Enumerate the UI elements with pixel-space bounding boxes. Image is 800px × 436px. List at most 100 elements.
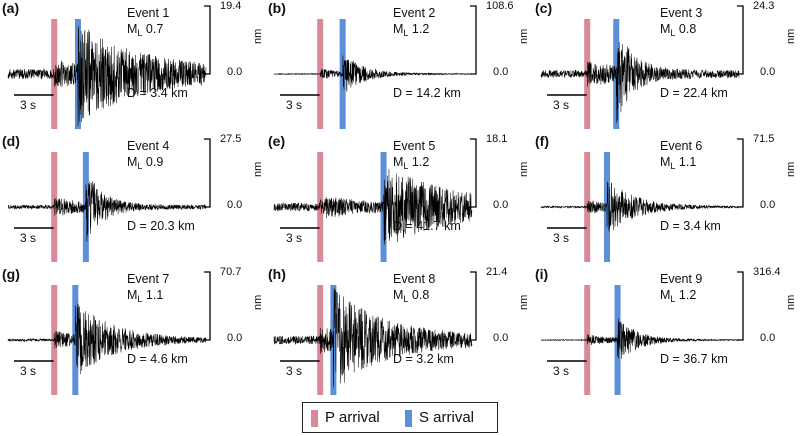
panel-label: (i) [535, 266, 549, 282]
y-zero-label: 0.0 [760, 66, 776, 78]
time-scale-label: 3 s [553, 98, 570, 112]
event-title: Event 7 [127, 272, 170, 286]
amplitude-scale-bracket [737, 138, 744, 208]
panel-5: (e) Event 5 ML 1.2 D = 41.7 km 18.1 0.0 nm 3 s [266, 133, 532, 266]
event-magnitude: ML 0.9 [127, 155, 163, 171]
event-title: Event 5 [393, 139, 436, 153]
event-title: Event 6 [660, 139, 703, 153]
panel-9: (i) Event 9 ML 1.2 D = 36.7 km 316.4 0.0 nm 3 s [533, 266, 799, 399]
event-title: Event 2 [393, 6, 436, 20]
s-arrival-swatch [405, 410, 412, 427]
magnitude-value: 0.7 [145, 22, 164, 36]
time-scale-label: 3 s [20, 98, 37, 112]
magnitude-prefix: M [127, 155, 138, 169]
event-distance: D = 14.2 km [393, 86, 461, 100]
magnitude-subscript: L [137, 28, 143, 38]
figure-panels: (a) Event 1 ML 0.7 D = 3.4 km 19.4 0.0 nm 3 s (b… [0, 0, 799, 399]
waveform-trace [273, 287, 473, 388]
y-unit-label: nm [518, 161, 530, 177]
time-scale-label: 3 s [553, 231, 570, 245]
amplitude-scale-bracket [470, 138, 477, 208]
y-unit-label: nm [518, 28, 530, 44]
event-distance: D = 20.3 km [127, 219, 195, 233]
p-arrival-swatch [311, 410, 318, 427]
y-unit-label: nm [252, 28, 264, 44]
event-magnitude: ML 1.1 [660, 155, 696, 171]
panel-4: (d) Event 4 ML 0.9 D = 20.3 km 27.5 0.0 nm 3 s [0, 133, 266, 266]
time-scale-label: 3 s [286, 231, 303, 245]
panel-label: (h) [268, 266, 286, 282]
panel-6: (f) Event 6 ML 1.1 D = 3.4 km 71.5 0.0 nm 3 s [533, 133, 799, 266]
panel-8: (h) Event 8 ML 0.8 D = 3.2 km 21.4 0.0 nm 3 s [266, 266, 532, 399]
magnitude-subscript: L [670, 294, 676, 304]
y-zero-label: 0.0 [227, 66, 243, 78]
y-unit-label: nm [785, 294, 797, 310]
time-scale-label: 3 s [553, 364, 570, 378]
panel-1: (a) Event 1 ML 0.7 D = 3.4 km 19.4 0.0 nm 3 s [0, 0, 266, 133]
event-distance: D = 3.4 km [660, 219, 721, 233]
event-magnitude: ML 0.8 [393, 288, 429, 304]
amplitude-scale-bracket [737, 5, 744, 75]
y-max-label: 18.1 [486, 133, 508, 145]
magnitude-subscript: L [670, 28, 676, 38]
p-arrival-label: P arrival [325, 409, 380, 426]
y-max-label: 24.3 [753, 0, 775, 12]
panel-label: (g) [2, 266, 20, 282]
panel-label: (b) [268, 0, 286, 16]
y-unit-label: nm [785, 161, 797, 177]
amplitude-scale-bracket [470, 271, 477, 341]
seismogram-plot [7, 5, 211, 129]
seismogram-plot [273, 138, 477, 262]
waveform-trace [540, 42, 740, 123]
waveform-trace [7, 303, 207, 374]
magnitude-prefix: M [393, 288, 404, 302]
magnitude-prefix: M [660, 155, 671, 169]
event-title: Event 1 [127, 6, 170, 20]
panel-label: (c) [535, 0, 553, 16]
amplitude-scale-bracket [737, 271, 744, 341]
event-magnitude: ML 1.1 [127, 288, 163, 304]
event-distance: D = 3.2 km [393, 352, 454, 366]
y-zero-label: 0.0 [493, 332, 509, 344]
panel-label: (d) [2, 133, 20, 149]
magnitude-prefix: M [660, 22, 671, 36]
y-zero-label: 0.0 [493, 66, 509, 78]
event-title: Event 9 [660, 272, 703, 286]
panel-label: (e) [268, 133, 286, 149]
magnitude-subscript: L [403, 161, 409, 171]
magnitude-value: 0.9 [145, 155, 164, 169]
y-zero-label: 0.0 [493, 199, 509, 211]
magnitude-subscript: L [137, 294, 143, 304]
event-distance: D = 4.6 km [127, 352, 188, 366]
magnitude-value: 1.2 [411, 155, 430, 169]
seismogram-plot [540, 138, 744, 262]
y-max-label: 316.4 [753, 266, 781, 278]
event-magnitude: ML 1.2 [393, 155, 429, 171]
s-arrival-label: S arrival [419, 409, 475, 426]
time-scale-label: 3 s [286, 364, 303, 378]
event-magnitude: ML 1.2 [393, 22, 429, 38]
magnitude-value: 0.8 [411, 288, 430, 302]
event-distance: D = 41.7 km [393, 219, 461, 233]
seismogram-plot [540, 5, 744, 129]
waveform-trace [540, 181, 740, 232]
y-max-label: 108.6 [486, 0, 514, 12]
magnitude-subscript: L [403, 294, 409, 304]
seismogram-plot [7, 138, 211, 262]
y-unit-label: nm [252, 161, 264, 177]
y-zero-label: 0.0 [227, 332, 243, 344]
amplitude-scale-bracket [204, 138, 211, 208]
time-scale-label: 3 s [286, 98, 303, 112]
seismogram-plot [7, 271, 211, 395]
magnitude-value: 1.2 [411, 22, 430, 36]
magnitude-subscript: L [403, 28, 409, 38]
seismogram-plot [273, 271, 477, 395]
seismogram-plot [273, 5, 477, 129]
magnitude-value: 1.1 [145, 288, 164, 302]
time-scale-label: 3 s [20, 364, 37, 378]
event-title: Event 8 [393, 272, 436, 286]
magnitude-subscript: L [137, 161, 143, 171]
y-max-label: 19.4 [220, 0, 242, 12]
magnitude-prefix: M [393, 155, 404, 169]
magnitude-prefix: M [127, 22, 138, 36]
